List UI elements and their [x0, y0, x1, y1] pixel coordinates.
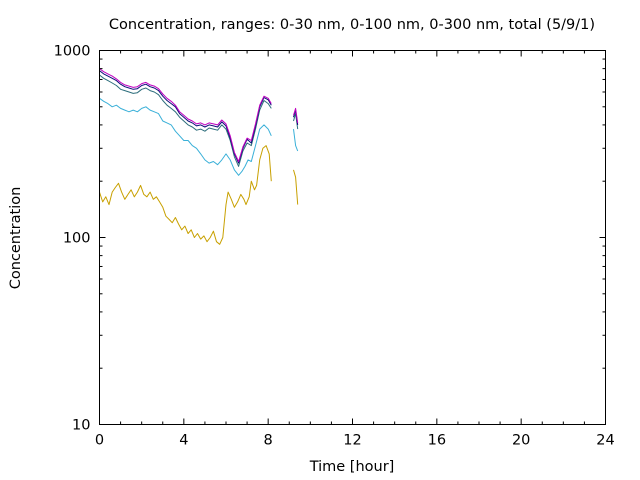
x-tick-label: 8	[264, 433, 273, 449]
series-1-line	[99, 145, 272, 245]
x-tick-label: 4	[179, 433, 188, 449]
series-3-line	[99, 74, 272, 167]
y-tick-label: 1000	[54, 44, 91, 60]
plot-frame	[99, 50, 606, 425]
y-tick-label: 100	[63, 231, 91, 247]
x-axis-label: Time [hour]	[309, 459, 395, 475]
x-tick-label: 12	[343, 433, 361, 449]
series-5-line	[293, 107, 299, 123]
y-tick-label: 10	[72, 418, 90, 434]
chart-title: Concentration, ranges: 0-30 nm, 0-100 nm…	[109, 17, 595, 33]
series-5-line	[99, 68, 272, 162]
series-layer	[99, 68, 299, 245]
series-4-line	[99, 70, 272, 164]
x-tick-label: 0	[95, 433, 104, 449]
series-2-line	[293, 129, 299, 152]
x-tick-label: 16	[428, 433, 446, 449]
x-tick-label: 20	[512, 433, 530, 449]
series-1-line	[293, 169, 299, 205]
y-axis-label: Concentration	[8, 187, 24, 290]
x-tick-label: 24	[596, 433, 614, 449]
series-2-line	[99, 97, 272, 176]
ticks-layer: 0 4 8 12 16 20 24 10 100 1000	[54, 44, 615, 449]
